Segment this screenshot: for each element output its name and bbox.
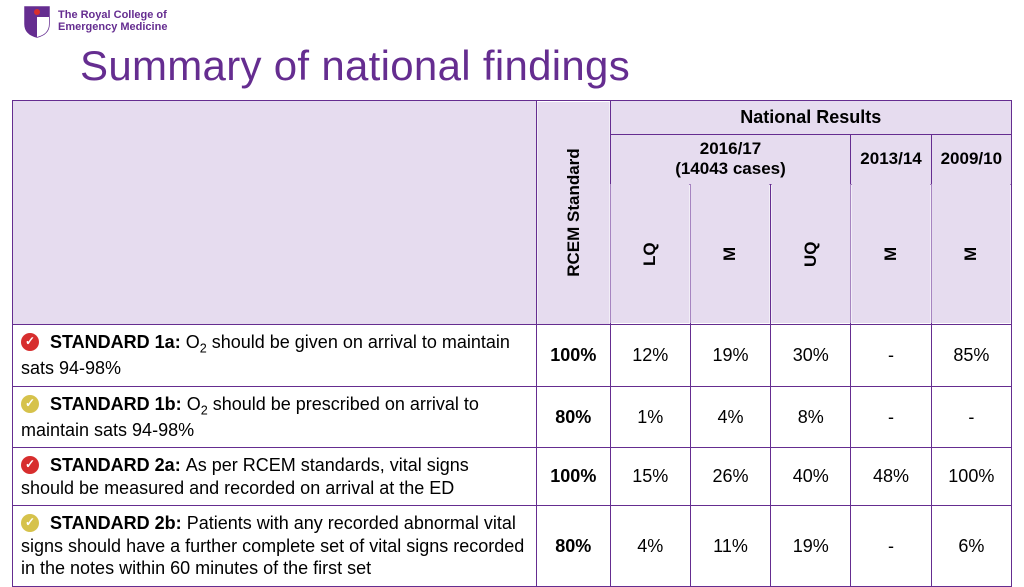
page-title: Summary of national findings <box>0 38 1024 100</box>
cell-lq: 4% <box>610 506 690 587</box>
cell-lq: 12% <box>610 324 690 386</box>
check-yellow-icon <box>21 395 39 413</box>
cell-m13: - <box>851 324 931 386</box>
standard-description: STANDARD 1b: O2 should be prescribed on … <box>13 386 537 448</box>
cell-m: 4% <box>690 386 770 448</box>
table-row: STANDARD 1b: O2 should be prescribed on … <box>13 386 1012 448</box>
cell-lq: 15% <box>610 448 690 506</box>
standard-description: STANDARD 1a: O2 should be given on arriv… <box>13 324 537 386</box>
standard-description: STANDARD 2a: As per RCEM standards, vita… <box>13 448 537 506</box>
shield-icon <box>24 6 50 38</box>
col-2016: 2016/17 (14043 cases) <box>610 135 851 185</box>
col-2013: 2013/14 <box>851 135 931 185</box>
standard-label: STANDARD 1b: <box>50 394 187 414</box>
cell-rcem-standard: 100% <box>537 324 611 386</box>
cell-m: 19% <box>690 324 770 386</box>
cell-uq: 8% <box>771 386 851 448</box>
col-m: M <box>690 184 770 324</box>
col-2016-sub: (14043 cases) <box>675 159 786 178</box>
table-row: STANDARD 1a: O2 should be given on arriv… <box>13 324 1012 386</box>
table-row: STANDARD 2b: Patients with any recorded … <box>13 506 1012 587</box>
standard-label: STANDARD 2a: <box>50 455 186 475</box>
col-2016-label: 2016/17 <box>700 139 761 158</box>
cell-m09: - <box>931 386 1011 448</box>
subscript: 2 <box>200 341 207 355</box>
check-yellow-icon <box>21 514 39 532</box>
col-m13: M <box>851 184 931 324</box>
col-m09: M <box>931 184 1011 324</box>
cell-m09: 6% <box>931 506 1011 587</box>
subscript: 2 <box>201 403 208 417</box>
col-national-results: National Results <box>610 101 1011 135</box>
standard-label: STANDARD 2b: <box>50 513 187 533</box>
check-red-icon <box>21 456 39 474</box>
cell-m13: - <box>851 506 931 587</box>
cell-uq: 30% <box>771 324 851 386</box>
cell-m: 26% <box>690 448 770 506</box>
cell-lq: 1% <box>610 386 690 448</box>
table-row: STANDARD 2a: As per RCEM standards, vita… <box>13 448 1012 506</box>
cell-rcem-standard: 100% <box>537 448 611 506</box>
cell-m09: 100% <box>931 448 1011 506</box>
cell-rcem-standard: 80% <box>537 506 611 587</box>
col-2009: 2009/10 <box>931 135 1011 185</box>
cell-uq: 40% <box>771 448 851 506</box>
cell-rcem-standard: 80% <box>537 386 611 448</box>
cell-uq: 19% <box>771 506 851 587</box>
check-red-icon <box>21 333 39 351</box>
findings-table: RCEM Standard National Results 2016/17 (… <box>12 100 1012 587</box>
cell-m13: - <box>851 386 931 448</box>
corner-cell <box>13 101 537 325</box>
header-logo-row: The Royal College of Emergency Medicine <box>0 0 1024 38</box>
cell-m13: 48% <box>851 448 931 506</box>
cell-m09: 85% <box>931 324 1011 386</box>
col-rcem-standard: RCEM Standard <box>537 101 611 325</box>
cell-m: 11% <box>690 506 770 587</box>
col-uq: UQ <box>771 184 851 324</box>
col-lq: LQ <box>610 184 690 324</box>
org-name: The Royal College of Emergency Medicine <box>58 10 167 33</box>
org-line2: Emergency Medicine <box>58 22 167 34</box>
standard-label: STANDARD 1a: <box>50 332 186 352</box>
standard-description: STANDARD 2b: Patients with any recorded … <box>13 506 537 587</box>
